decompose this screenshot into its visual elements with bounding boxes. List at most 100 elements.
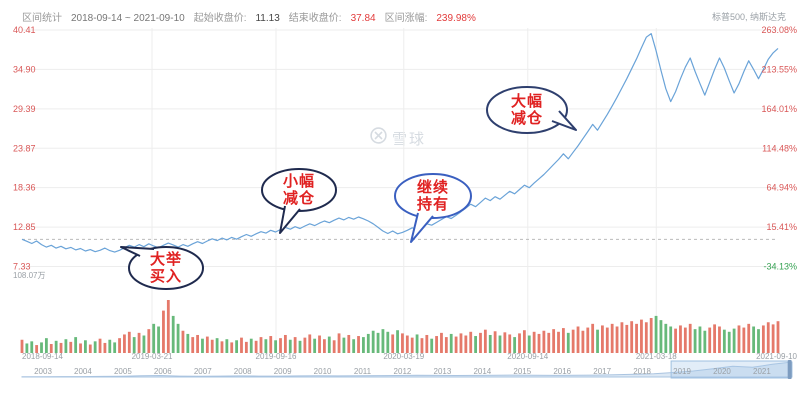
volume-bar [649,318,653,353]
date-tick-label: 2019-03-21 [132,352,173,361]
volume-bar [264,339,268,353]
price-tick-label: 18.36 [13,183,36,193]
volume-bar [381,329,385,353]
annotation-bubble: 继续持有 [394,173,472,243]
volume-bar [420,338,424,353]
volume-bar [459,333,463,353]
percent-tick-label: 64.94% [766,183,797,193]
index-overlay-link[interactable]: 纳斯达克 [749,12,786,22]
volume-bar [405,335,409,353]
navigator-area [21,361,793,378]
annotation-bubble: 大举买入 [120,246,204,290]
start-close-label: 起始收盘价: [193,13,247,24]
volume-bar [571,329,575,353]
volume-bar [225,339,229,353]
volume-bar [201,338,204,353]
volume-bar [576,326,580,353]
bubble-text: 小幅 [283,172,315,190]
volume-bar [84,340,87,353]
volume-bar [679,325,682,353]
volume-bar [142,335,146,353]
year-tick-label: 2003 [34,367,52,376]
bubble-tail [551,110,577,131]
volume-bar [488,334,492,353]
percent-tick-label: 213.55% [761,64,797,74]
volume-bar [118,338,121,353]
volume-bar [610,323,614,353]
volume-bar [586,327,590,353]
year-tick-label: 2020 [713,367,731,376]
bubble-text: 减仓 [511,109,543,127]
volume-bar [254,340,258,353]
volume-bar [449,333,453,353]
percent-tick-label: 164.01% [761,104,797,114]
price-tick-label: 7.33 [13,262,31,272]
volume-bar [669,326,673,353]
volume-bar [186,333,190,353]
volume-axis-label: 108.07万 [13,271,45,280]
year-tick-label: 2019 [673,367,691,376]
year-tick-label: 2016 [553,367,571,376]
index-overlay-link[interactable]: 标普500 [711,12,745,22]
year-tick-label: 2011 [354,367,372,376]
volume-bar [557,331,560,353]
end-close-value: 37.84 [350,13,376,24]
year-tick-label: 2004 [74,367,92,376]
volume-bar [425,334,429,353]
volume-bar [98,338,102,353]
volume-bar [123,334,126,353]
volume-bar [615,326,619,353]
price-tick-label: 34.90 [13,64,36,74]
volume-bar [40,342,43,353]
volume-bar [318,335,321,353]
volume-bar [244,341,248,353]
range-change-label: 区间涨幅: [384,13,428,24]
volume-bar [747,323,751,353]
bubble-ellipse [394,173,472,219]
volume-bar [708,327,712,353]
volume-bar [127,331,131,353]
volume-bar [49,343,53,353]
annotation-bubble: 大幅减仓 [486,86,577,134]
price-tick-label: 40.41 [13,25,36,35]
volume-bar [654,315,658,353]
volume-bar [727,331,731,353]
volume-bar [181,330,185,353]
year-tick-label: 2005 [114,367,132,376]
volume-bar [410,337,414,353]
volume-bar [537,333,541,353]
bubble-text: 持有 [417,195,449,213]
navigator-handle[interactable] [787,360,792,379]
volume-bar [59,342,63,353]
volume-bar [205,336,209,353]
volume-bar [293,337,297,353]
volume-bar [308,334,312,353]
chart-plot-area[interactable] [22,28,778,353]
bubble-text: 继续 [417,178,449,196]
volume-bar [513,337,517,353]
volume-bar [659,320,663,353]
volume-bar [630,321,634,353]
year-tick-label: 2017 [593,367,611,376]
volume-bar [215,338,219,353]
volume-bar [591,323,595,353]
volume-bar [503,332,507,353]
range-change-value: 239.98% [436,13,476,24]
range-stats-bar: 区间统计 2018-09-14 ~ 2021-09-10 起始收盘价: 11.1… [22,9,476,24]
volume-bar [25,343,29,353]
volume-bar [88,344,92,353]
volume-bar [54,340,58,353]
volume-bar [386,331,390,353]
volume-bar [366,333,370,353]
year-tick-label: 2013 [434,367,452,376]
volume-bar [435,336,438,353]
volume-bar [444,337,448,353]
bubble-tail [410,212,434,243]
volume-bar [766,322,770,353]
volume-bar [640,319,643,353]
volume-bar [688,323,692,353]
volume-bar [718,326,721,353]
volume-bar [191,337,195,353]
volume-bar [327,336,331,353]
